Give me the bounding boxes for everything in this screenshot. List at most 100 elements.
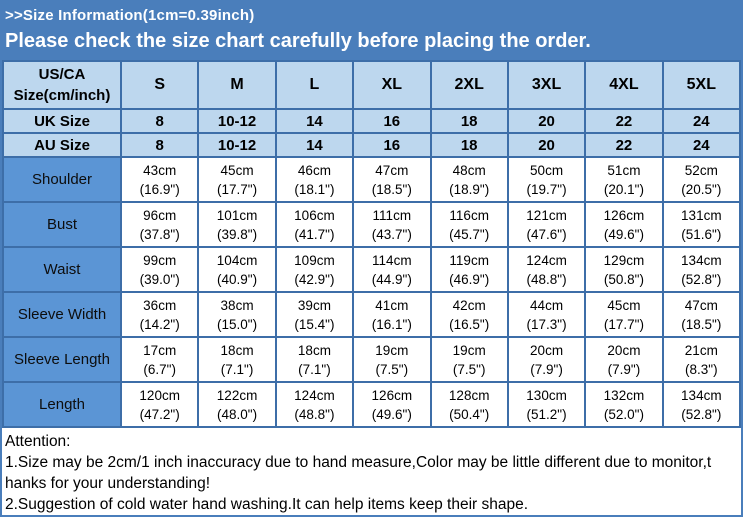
measurement-value-cell: 36cm (14.2") <box>119 291 200 338</box>
value-cm: 48cm <box>452 162 486 178</box>
measurement-value-cell: 134cm (52.8") <box>661 381 741 428</box>
value-inch: (7.5") <box>375 361 409 377</box>
column-header-m: M <box>197 60 277 110</box>
size-cell: 14 <box>274 108 355 134</box>
value-cm: 111cm <box>372 207 412 223</box>
value-cm: 130cm <box>526 387 567 403</box>
value-cm: 131cm <box>681 207 722 223</box>
value-cm: 121cm <box>526 207 567 223</box>
corner-header-cell: US/CA Size(cm/inch) <box>2 60 122 110</box>
value-cm: 96cm <box>143 207 177 223</box>
value-inch: (7.9") <box>607 361 641 377</box>
value-cm: 42cm <box>452 297 486 313</box>
value-inch: (17.7") <box>217 181 258 197</box>
measurement-value-cell: 126cm (49.6") <box>352 381 432 428</box>
value-cm: 47cm <box>684 297 718 313</box>
value-inch: (19.7") <box>526 181 567 197</box>
column-header-4xl: 4XL <box>584 60 664 110</box>
measurement-value-cell: 46cm (18.1") <box>274 156 355 203</box>
value-cm: 38cm <box>220 297 254 313</box>
value-inch: (50.8") <box>603 271 644 287</box>
size-info-title: >>Size Information(1cm=0.39inch) <box>5 7 255 24</box>
value-inch: (16.9") <box>139 181 180 197</box>
value-cm: 44cm <box>530 297 564 313</box>
value-inch: (52.8") <box>681 271 722 287</box>
size-cell: 24 <box>661 132 741 158</box>
column-header-5xl: 5XL <box>661 60 741 110</box>
measurement-value-cell: 114cm (44.9") <box>352 246 432 293</box>
value-inch: (51.2") <box>526 406 567 422</box>
measurement-value-cell: 121cm (47.6") <box>506 201 587 248</box>
size-cell: 22 <box>584 108 664 134</box>
measurement-value-cell: 47cm (18.5") <box>352 156 432 203</box>
measurement-value-cell: 132cm (52.0") <box>584 381 664 428</box>
value-inch: (49.6") <box>603 226 644 242</box>
value-cm: 46cm <box>297 162 331 178</box>
value-inch: (48.8") <box>526 271 567 287</box>
value-cm: 36cm <box>143 297 177 313</box>
value-inch: (40.9") <box>217 271 258 287</box>
size-cell: 20 <box>506 108 587 134</box>
measurement-label: Length <box>2 381 122 428</box>
measurement-value-cell: 130cm (51.2") <box>506 381 587 428</box>
value-inch: (46.9") <box>449 271 490 287</box>
measurement-value-cell: 52cm (20.5") <box>661 156 741 203</box>
value-cm: 52cm <box>684 162 718 178</box>
corner-header-line1: US/CA <box>38 66 86 83</box>
value-cm: 120cm <box>139 387 180 403</box>
size-cell: 16 <box>352 132 432 158</box>
corner-header-line2: Size(cm/inch) <box>13 87 111 104</box>
value-cm: 134cm <box>681 252 722 268</box>
size-cell: 24 <box>661 108 741 134</box>
value-inch: (49.6") <box>371 406 412 422</box>
value-inch: (7.5") <box>452 361 486 377</box>
measurement-value-cell: 19cm (7.5") <box>429 336 509 383</box>
measurement-value-cell: 116cm (45.7") <box>429 201 509 248</box>
measurement-label: Shoulder <box>2 156 122 203</box>
size-row: AU Size 8 10-12 14 16 18 20 22 24 <box>2 132 741 158</box>
measurement-label: Sleeve Length <box>2 336 122 383</box>
measurement-value-cell: 101cm (39.8") <box>197 201 277 248</box>
value-cm: 134cm <box>681 387 722 403</box>
measurement-value-cell: 124cm (48.8") <box>506 246 587 293</box>
value-cm: 124cm <box>294 387 335 403</box>
size-chart-table: US/CA Size(cm/inch) S M L XL 2XL 3XL 4XL 5XL UK… <box>2 60 741 428</box>
measurement-value-cell: 41cm (16.1") <box>352 291 432 338</box>
size-cell: 10-12 <box>197 108 277 134</box>
value-cm: 41cm <box>375 297 409 313</box>
value-inch: (18.9") <box>449 181 490 197</box>
value-cm: 18cm <box>220 342 254 358</box>
value-cm: 109cm <box>294 252 335 268</box>
attention-note-1-cont: hanks for your understanding! <box>5 475 211 492</box>
value-cm: 45cm <box>220 162 254 178</box>
measurement-value-cell: 42cm (16.5") <box>429 291 509 338</box>
measurement-value-cell: 19cm (7.5") <box>352 336 432 383</box>
value-inch: (41.7") <box>294 226 335 242</box>
measurement-value-cell: 50cm (19.7") <box>506 156 587 203</box>
column-header-2xl: 2XL <box>429 60 509 110</box>
value-cm: 20cm <box>607 342 641 358</box>
measurement-row: Waist 99cm (39.0") 104cm (40.9") 109cm (42.9")… <box>2 246 741 293</box>
value-cm: 45cm <box>607 297 641 313</box>
value-cm: 51cm <box>607 162 641 178</box>
measurement-value-cell: 106cm (41.7") <box>274 201 355 248</box>
column-header-s: S <box>119 60 200 110</box>
measurement-value-cell: 17cm (6.7") <box>119 336 200 383</box>
value-inch: (47.6") <box>526 226 567 242</box>
value-inch: (7.1") <box>298 361 331 377</box>
measurement-value-cell: 44cm (17.3") <box>506 291 587 338</box>
measurement-value-cell: 38cm (15.0") <box>197 291 277 338</box>
value-cm: 43cm <box>143 162 177 178</box>
value-inch: (8.3") <box>685 361 718 377</box>
column-header-3xl: 3XL <box>506 60 587 110</box>
value-inch: (48.0") <box>217 406 258 422</box>
measurement-value-cell: 131cm (51.6") <box>661 201 741 248</box>
value-cm: 116cm <box>449 207 489 223</box>
measurement-row: Shoulder 43cm (16.9") 45cm (17.7") 46cm (18.1"… <box>2 156 741 203</box>
measurement-value-cell: 120cm (47.2") <box>119 381 200 428</box>
measurement-row: Sleeve Width 36cm (14.2") 38cm (15.0") 39cm (1… <box>2 291 741 338</box>
value-cm: 104cm <box>216 252 258 268</box>
measurement-value-cell: 18cm (7.1") <box>197 336 277 383</box>
measurement-value-cell: 20cm (7.9") <box>584 336 664 383</box>
